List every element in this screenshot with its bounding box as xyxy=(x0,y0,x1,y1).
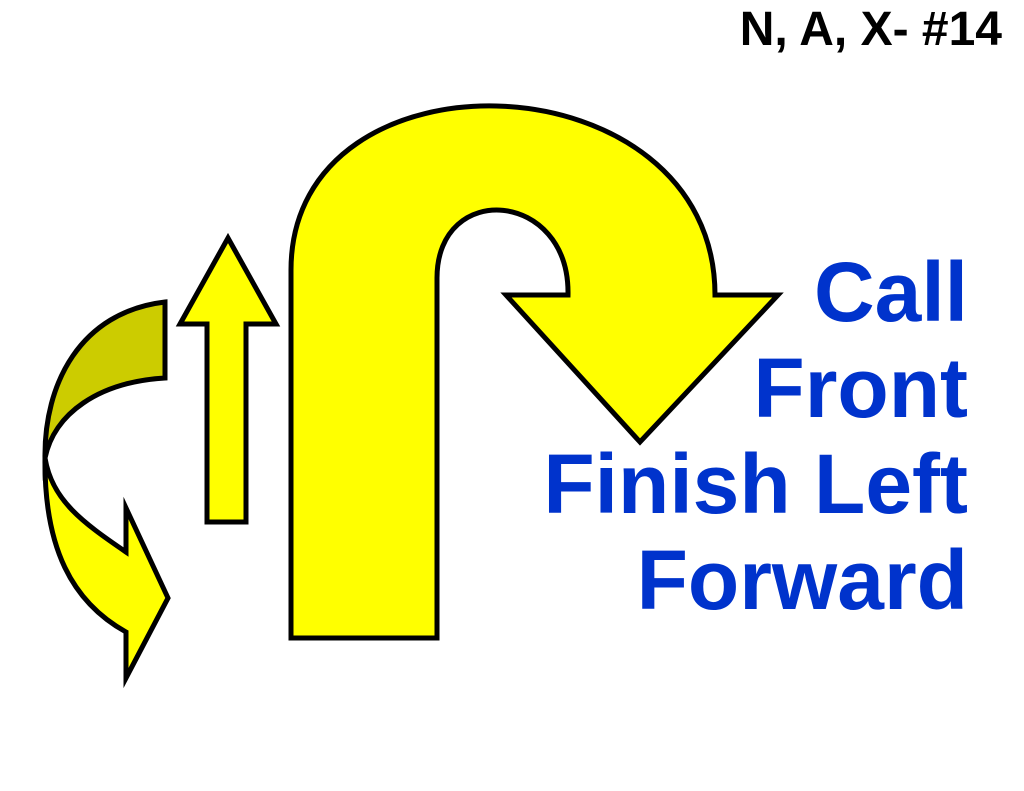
u-turn-arrow-icon xyxy=(288,103,784,641)
curved-arrow-icon xyxy=(42,457,171,689)
instruction-text: Call Front Finish Left Forward xyxy=(543,244,968,628)
instruction-line: Forward xyxy=(636,533,968,627)
page-title: N, A, X- #14 xyxy=(739,3,1002,56)
instruction-line: Call xyxy=(813,245,968,339)
curved-arrow-back-band xyxy=(42,299,168,482)
instruction-line: Front xyxy=(753,341,968,435)
up-arrow-icon xyxy=(175,232,281,525)
instruction-line: Finish Left xyxy=(543,437,968,531)
